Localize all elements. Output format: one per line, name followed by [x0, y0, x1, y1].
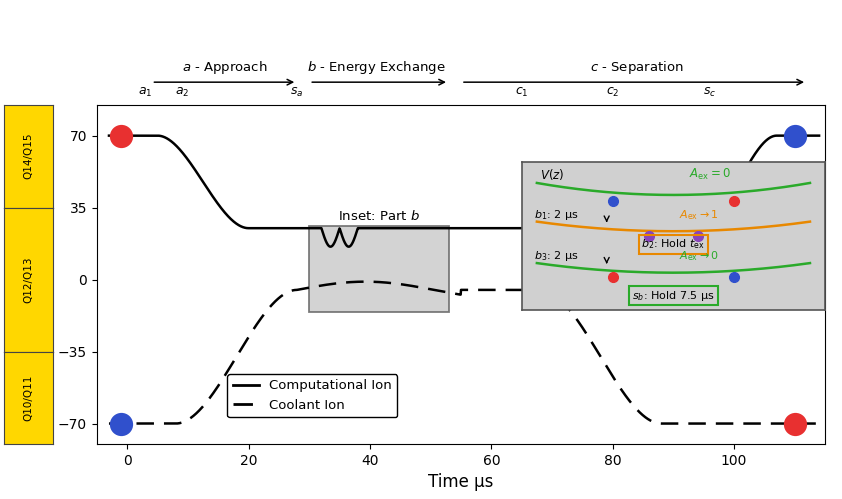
- Text: $A_{\rm ex}=0$: $A_{\rm ex}=0$: [689, 167, 731, 182]
- Coolant Ion: [431, 287, 441, 293]
- Computational Ion: [663, 225, 674, 231]
- Text: Q10/Q11: Q10/Q11: [24, 375, 34, 421]
- Coolant Ion: [793, 421, 803, 427]
- Text: $b$ - Energy Exchange: $b$ - Energy Exchange: [306, 59, 445, 76]
- Y-axis label: Ion Axial Position z (μm): Ion Axial Position z (μm): [39, 191, 52, 358]
- Text: $V(z)$: $V(z)$: [540, 167, 564, 182]
- Coolant Ion: [814, 421, 824, 427]
- Computational Ion: [431, 225, 441, 231]
- Text: $s_c$: $s_c$: [703, 85, 717, 99]
- Computational Ion: [104, 133, 114, 139]
- Point: [788, 132, 802, 140]
- Computational Ion: [140, 133, 150, 139]
- Text: Inset: Part $b$: Inset: Part $b$: [338, 209, 420, 223]
- Text: $A_{\rm ex}\to 0$: $A_{\rm ex}\to 0$: [679, 250, 719, 263]
- Text: Q14/Q15: Q14/Q15: [24, 133, 34, 180]
- Text: Q12/Q13: Q12/Q13: [24, 256, 34, 303]
- Text: $c$ - Separation: $c$ - Separation: [590, 59, 684, 76]
- Point: [115, 132, 128, 140]
- Text: $s_a$: $s_a$: [290, 85, 304, 99]
- Text: $a$ - Approach: $a$ - Approach: [182, 59, 267, 76]
- X-axis label: Time μs: Time μs: [429, 474, 493, 492]
- Bar: [309, 226, 449, 312]
- Coolant Ion: [360, 278, 370, 284]
- Text: $b_3$: 2 μs: $b_3$: 2 μs: [534, 250, 578, 263]
- Computational Ion: [794, 133, 804, 139]
- Computational Ion: [450, 225, 460, 231]
- Point: [788, 420, 802, 428]
- Text: $s_b$: Hold 7.5 μs: $s_b$: Hold 7.5 μs: [632, 288, 715, 302]
- Text: $c_1$: $c_1$: [515, 85, 529, 99]
- Legend: Computational Ion, Coolant Ion: Computational Ion, Coolant Ion: [227, 374, 397, 417]
- Point: [115, 420, 128, 428]
- Coolant Ion: [140, 421, 150, 427]
- Line: Coolant Ion: Coolant Ion: [109, 281, 819, 424]
- Text: $c_2$: $c_2$: [606, 85, 620, 99]
- Coolant Ion: [104, 421, 114, 427]
- Text: $b_1$: 2 μs: $b_1$: 2 μs: [534, 208, 578, 222]
- Computational Ion: [814, 133, 824, 139]
- Computational Ion: [793, 133, 803, 139]
- Computational Ion: [344, 244, 354, 250]
- Text: $a_1$: $a_1$: [138, 85, 152, 99]
- Coolant Ion: [794, 421, 804, 427]
- Coolant Ion: [663, 421, 674, 427]
- Coolant Ion: [450, 291, 460, 297]
- Line: Computational Ion: Computational Ion: [109, 136, 819, 247]
- Text: $A_{\rm ex}\to 1$: $A_{\rm ex}\to 1$: [679, 208, 719, 222]
- Text: $a_2$: $a_2$: [174, 85, 189, 99]
- Text: $b_2$: Hold $t_{\rm ex}$: $b_2$: Hold $t_{\rm ex}$: [642, 238, 706, 251]
